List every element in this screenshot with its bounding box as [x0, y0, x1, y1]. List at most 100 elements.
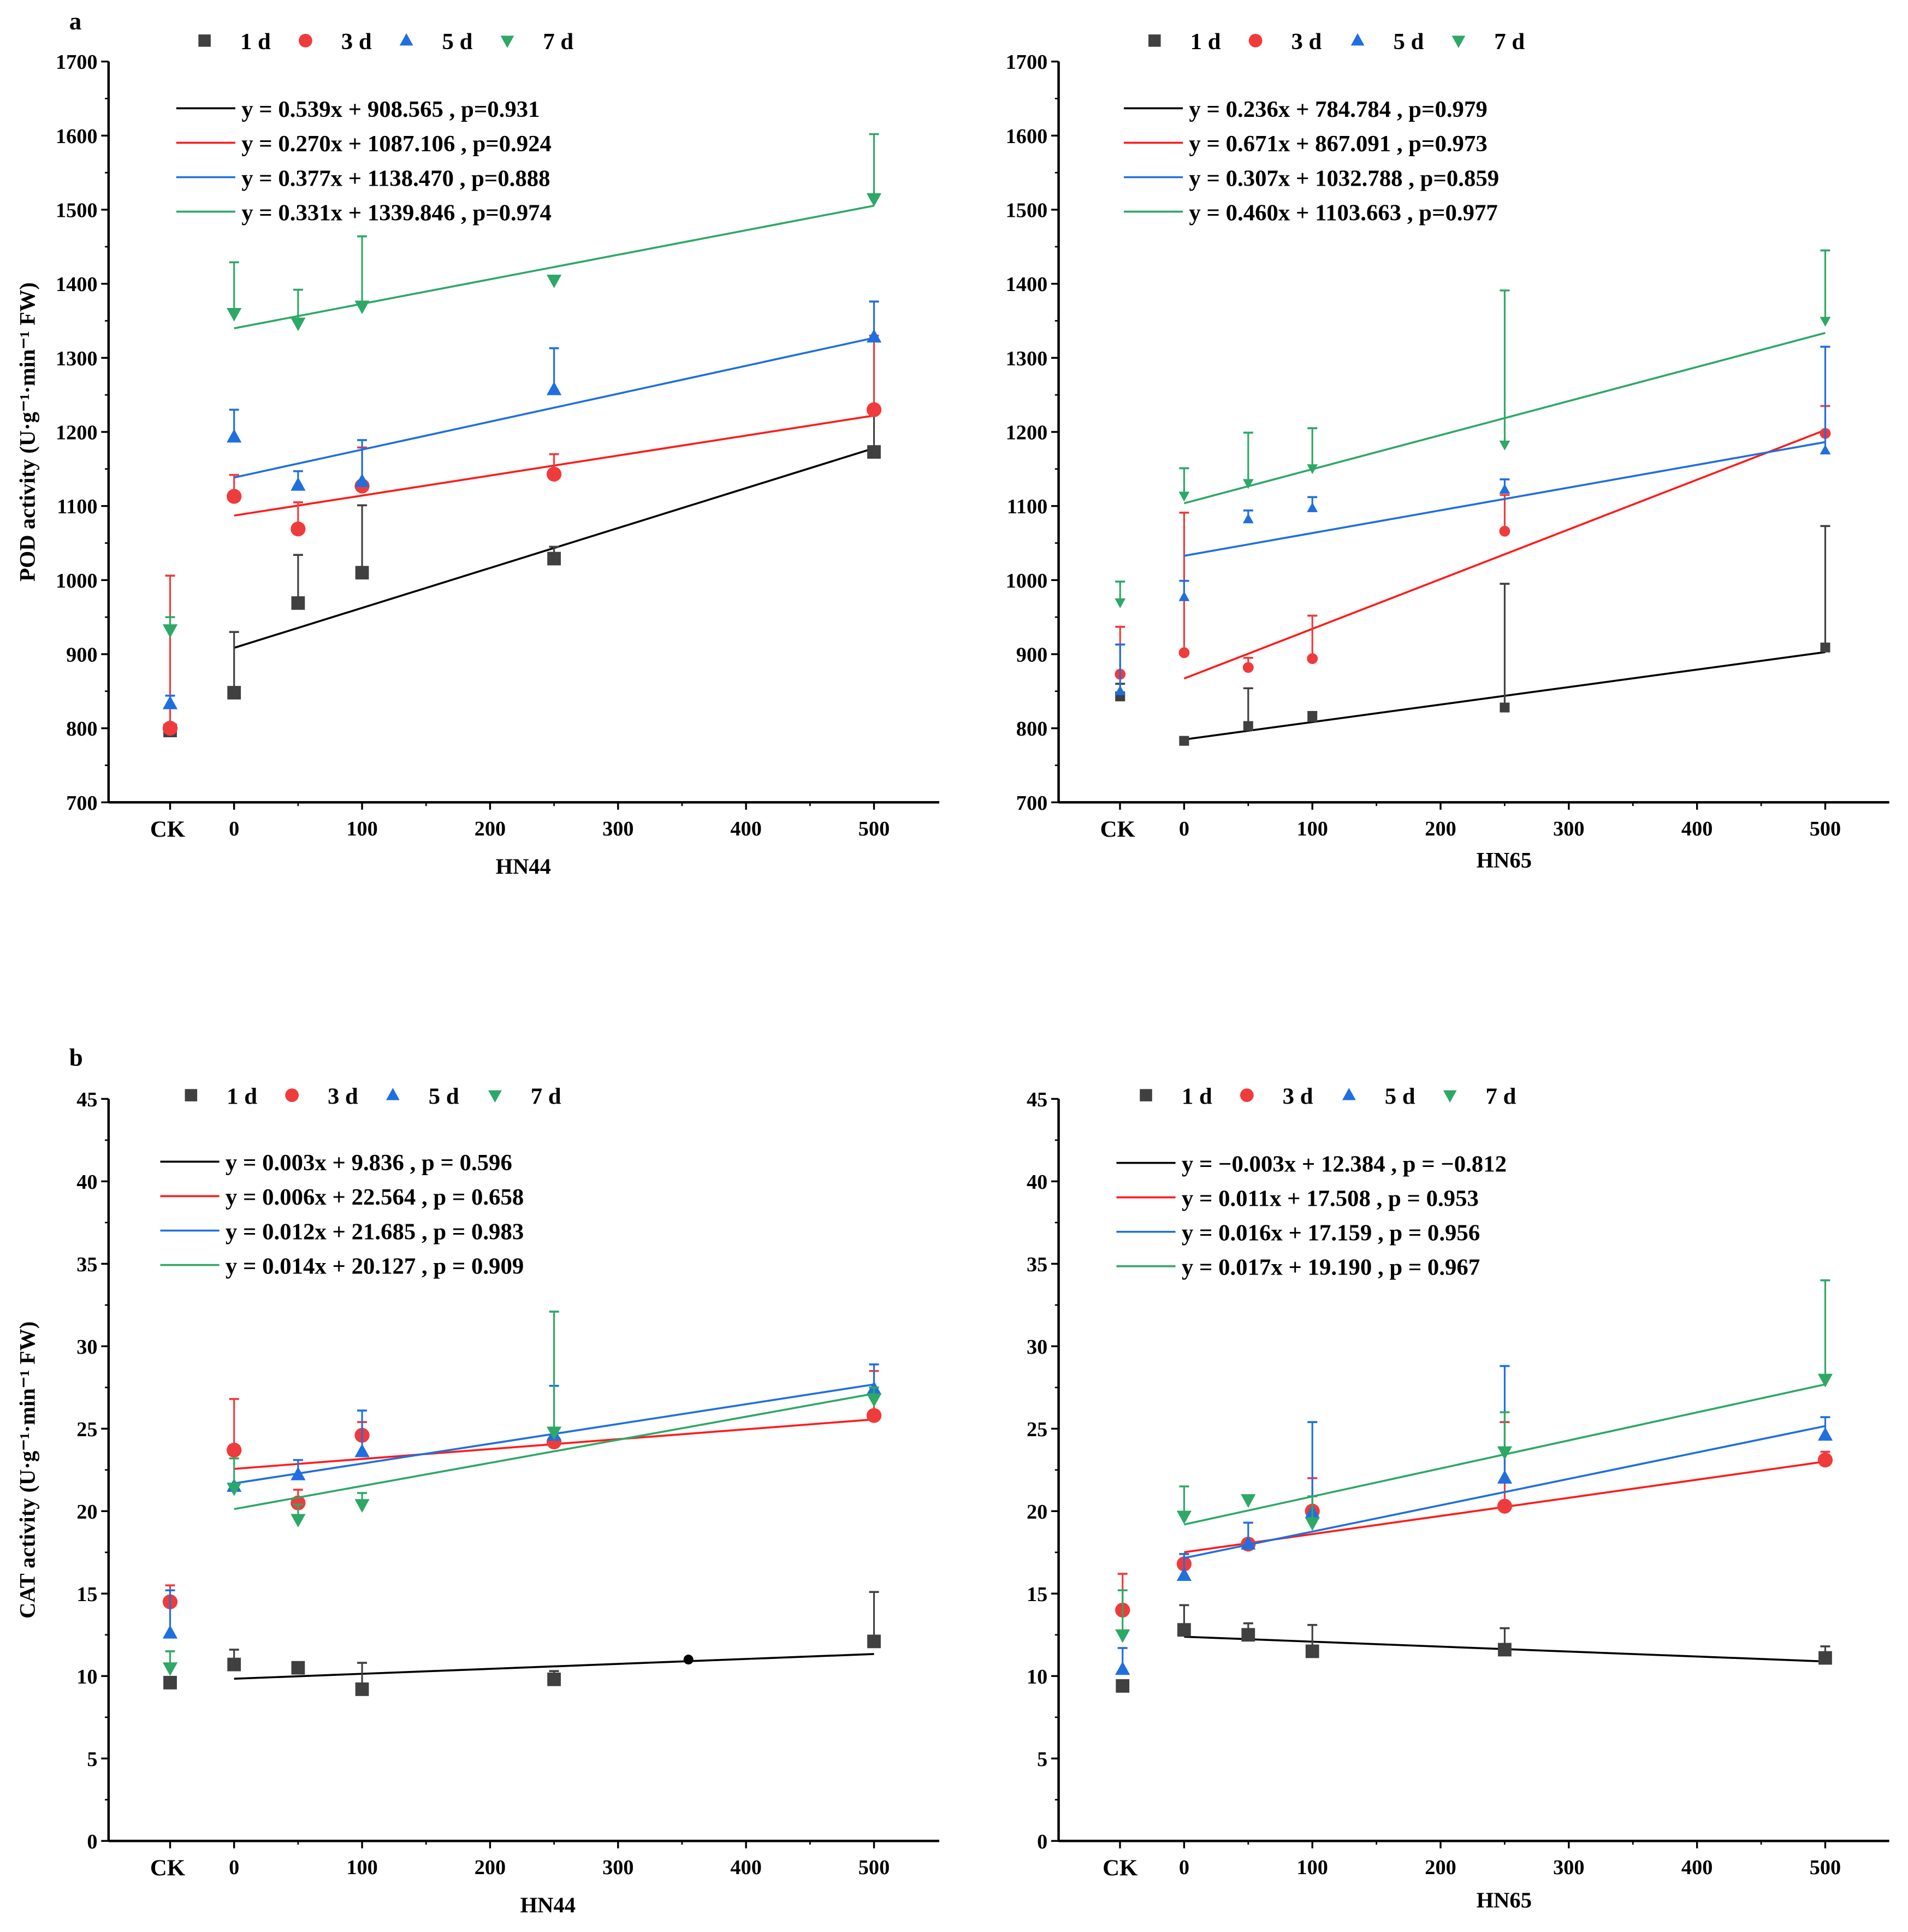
- data-point: [1820, 642, 1830, 653]
- data-point: [1498, 1643, 1512, 1657]
- data-point: [546, 274, 562, 288]
- data-point: [1305, 1517, 1320, 1531]
- equation-label: y = 0.006x + 22.564 , p = 0.658: [226, 1184, 524, 1210]
- y-tick-label: 40: [1027, 1171, 1047, 1194]
- data-point: [227, 686, 241, 700]
- equation-label: y = −0.003x + 12.384 , p = −0.812: [1182, 1151, 1507, 1177]
- x-tick-label: 400: [730, 817, 761, 840]
- trend-line: [1184, 1425, 1826, 1559]
- legend-label: 5 d: [1385, 1083, 1415, 1109]
- legend-marker: [500, 35, 514, 48]
- chart-panel-b-left: 0 5 10 15 20 25 30 35 40 45 0 100 200 300 400 500 CK HN44…: [15, 1083, 939, 1917]
- series-3d: [162, 334, 882, 736]
- equation-label: y = 0.270x + 1087.106 , p=0.924: [241, 131, 552, 157]
- x-tick-label: 500: [1810, 1856, 1841, 1879]
- series-1d: [163, 1591, 881, 1696]
- x-axis-label: HN44: [520, 1893, 576, 1917]
- data-point: [1242, 513, 1254, 524]
- x-tick-label: 100: [1296, 1856, 1328, 1879]
- y-tick-label: 700: [1016, 792, 1047, 815]
- data-point: [1497, 1446, 1513, 1460]
- data-point: [1242, 662, 1254, 673]
- legend-marker: [1248, 33, 1263, 48]
- x-tick-label: 100: [1296, 817, 1328, 840]
- x-tick-label: 500: [858, 817, 890, 840]
- data-point: [1820, 317, 1831, 327]
- data-point: [1307, 653, 1318, 665]
- data-point: [1241, 1628, 1255, 1642]
- data-point: [1243, 721, 1253, 731]
- y-axis-label: CAT activity (U·g⁻¹·min⁻¹ FW): [15, 1321, 40, 1619]
- series-7d: [162, 1311, 882, 1676]
- equation-label: y = 0.003x + 9.836 , p = 0.596: [226, 1150, 512, 1176]
- series-3d: [1115, 1421, 1833, 1618]
- data-point: [1178, 647, 1190, 659]
- x-tick-label-ck: CK: [1103, 1855, 1137, 1881]
- x-tick-label: 400: [730, 1856, 761, 1879]
- series-5d: [162, 300, 882, 709]
- x-tick-label-ck: CK: [1100, 816, 1135, 842]
- x-tick-label: 0: [229, 1856, 239, 1879]
- y-tick-label: 1500: [56, 199, 98, 222]
- series-1d: [1115, 525, 1830, 746]
- equation-label: y = 0.014x + 20.127 , p = 0.909: [226, 1253, 524, 1279]
- data-point: [1818, 1651, 1832, 1665]
- data-point: [546, 466, 562, 482]
- x-tick-label: 0: [1179, 1856, 1189, 1879]
- y-tick-label: 1100: [57, 495, 97, 518]
- data-point: [1115, 685, 1126, 696]
- data-point: [162, 624, 178, 638]
- data-point: [291, 477, 306, 491]
- legend-marker: [198, 34, 211, 47]
- data-point: [354, 473, 370, 487]
- data-point: [866, 1394, 882, 1407]
- equation-label: y = 0.377x + 1138.470 , p=0.888: [241, 165, 550, 191]
- data-point: [547, 552, 561, 566]
- data-point: [1241, 1494, 1256, 1508]
- legend-label: 3 d: [1283, 1083, 1313, 1109]
- legend-marker: [1350, 33, 1365, 46]
- x-tick-label: 0: [229, 817, 239, 840]
- legend-marker: [1140, 1089, 1152, 1101]
- y-tick-label: 1200: [1006, 422, 1048, 445]
- data-point: [1241, 1536, 1256, 1550]
- trend-line: [1184, 441, 1826, 557]
- y-tick-label: 1400: [1006, 273, 1048, 296]
- trend-line: [234, 1653, 874, 1680]
- legend-marker: [1148, 34, 1161, 47]
- legend-marker: [285, 1088, 299, 1103]
- data-point: [1305, 1644, 1319, 1658]
- data-point: [1242, 479, 1254, 489]
- data-point: [162, 720, 178, 736]
- y-tick-label: 1300: [1006, 347, 1048, 370]
- x-tick-label-ck: CK: [150, 816, 185, 842]
- data-point: [1115, 1661, 1130, 1675]
- y-tick-label: 1400: [56, 273, 98, 296]
- chart-panel-a-left: 7008009001000110012001300140015001600170…: [15, 29, 939, 879]
- x-tick-label: 400: [1681, 1856, 1713, 1879]
- series-1d: [163, 410, 881, 738]
- x-tick-label: 300: [1553, 817, 1584, 840]
- data-point: [547, 1672, 561, 1686]
- data-point: [162, 1662, 178, 1676]
- x-tick-label: 300: [602, 817, 633, 840]
- series-3d: [162, 1370, 882, 1610]
- trend-line: [234, 1392, 874, 1510]
- series-5d: [1115, 346, 1831, 696]
- equation-label: y = 0.236x + 784.784 , p=0.979: [1189, 97, 1487, 122]
- x-tick-label-ck: CK: [150, 1855, 185, 1881]
- x-tick-label: 300: [602, 1856, 633, 1879]
- y-tick-label: 40: [76, 1171, 97, 1194]
- y-tick-label: 1600: [1006, 125, 1048, 148]
- equation-label: y = 0.016x + 17.159 , p = 0.956: [1182, 1220, 1480, 1246]
- y-tick-label: 45: [1027, 1088, 1047, 1111]
- data-point: [1499, 440, 1510, 451]
- data-point: [1500, 702, 1510, 713]
- data-point: [354, 300, 370, 315]
- legend-marker: [1451, 35, 1466, 48]
- data-point: [1116, 1679, 1130, 1693]
- y-tick-label: 900: [66, 643, 97, 666]
- series-5d: [1115, 1365, 1833, 1675]
- data-point: [354, 1443, 370, 1457]
- data-point: [162, 695, 178, 709]
